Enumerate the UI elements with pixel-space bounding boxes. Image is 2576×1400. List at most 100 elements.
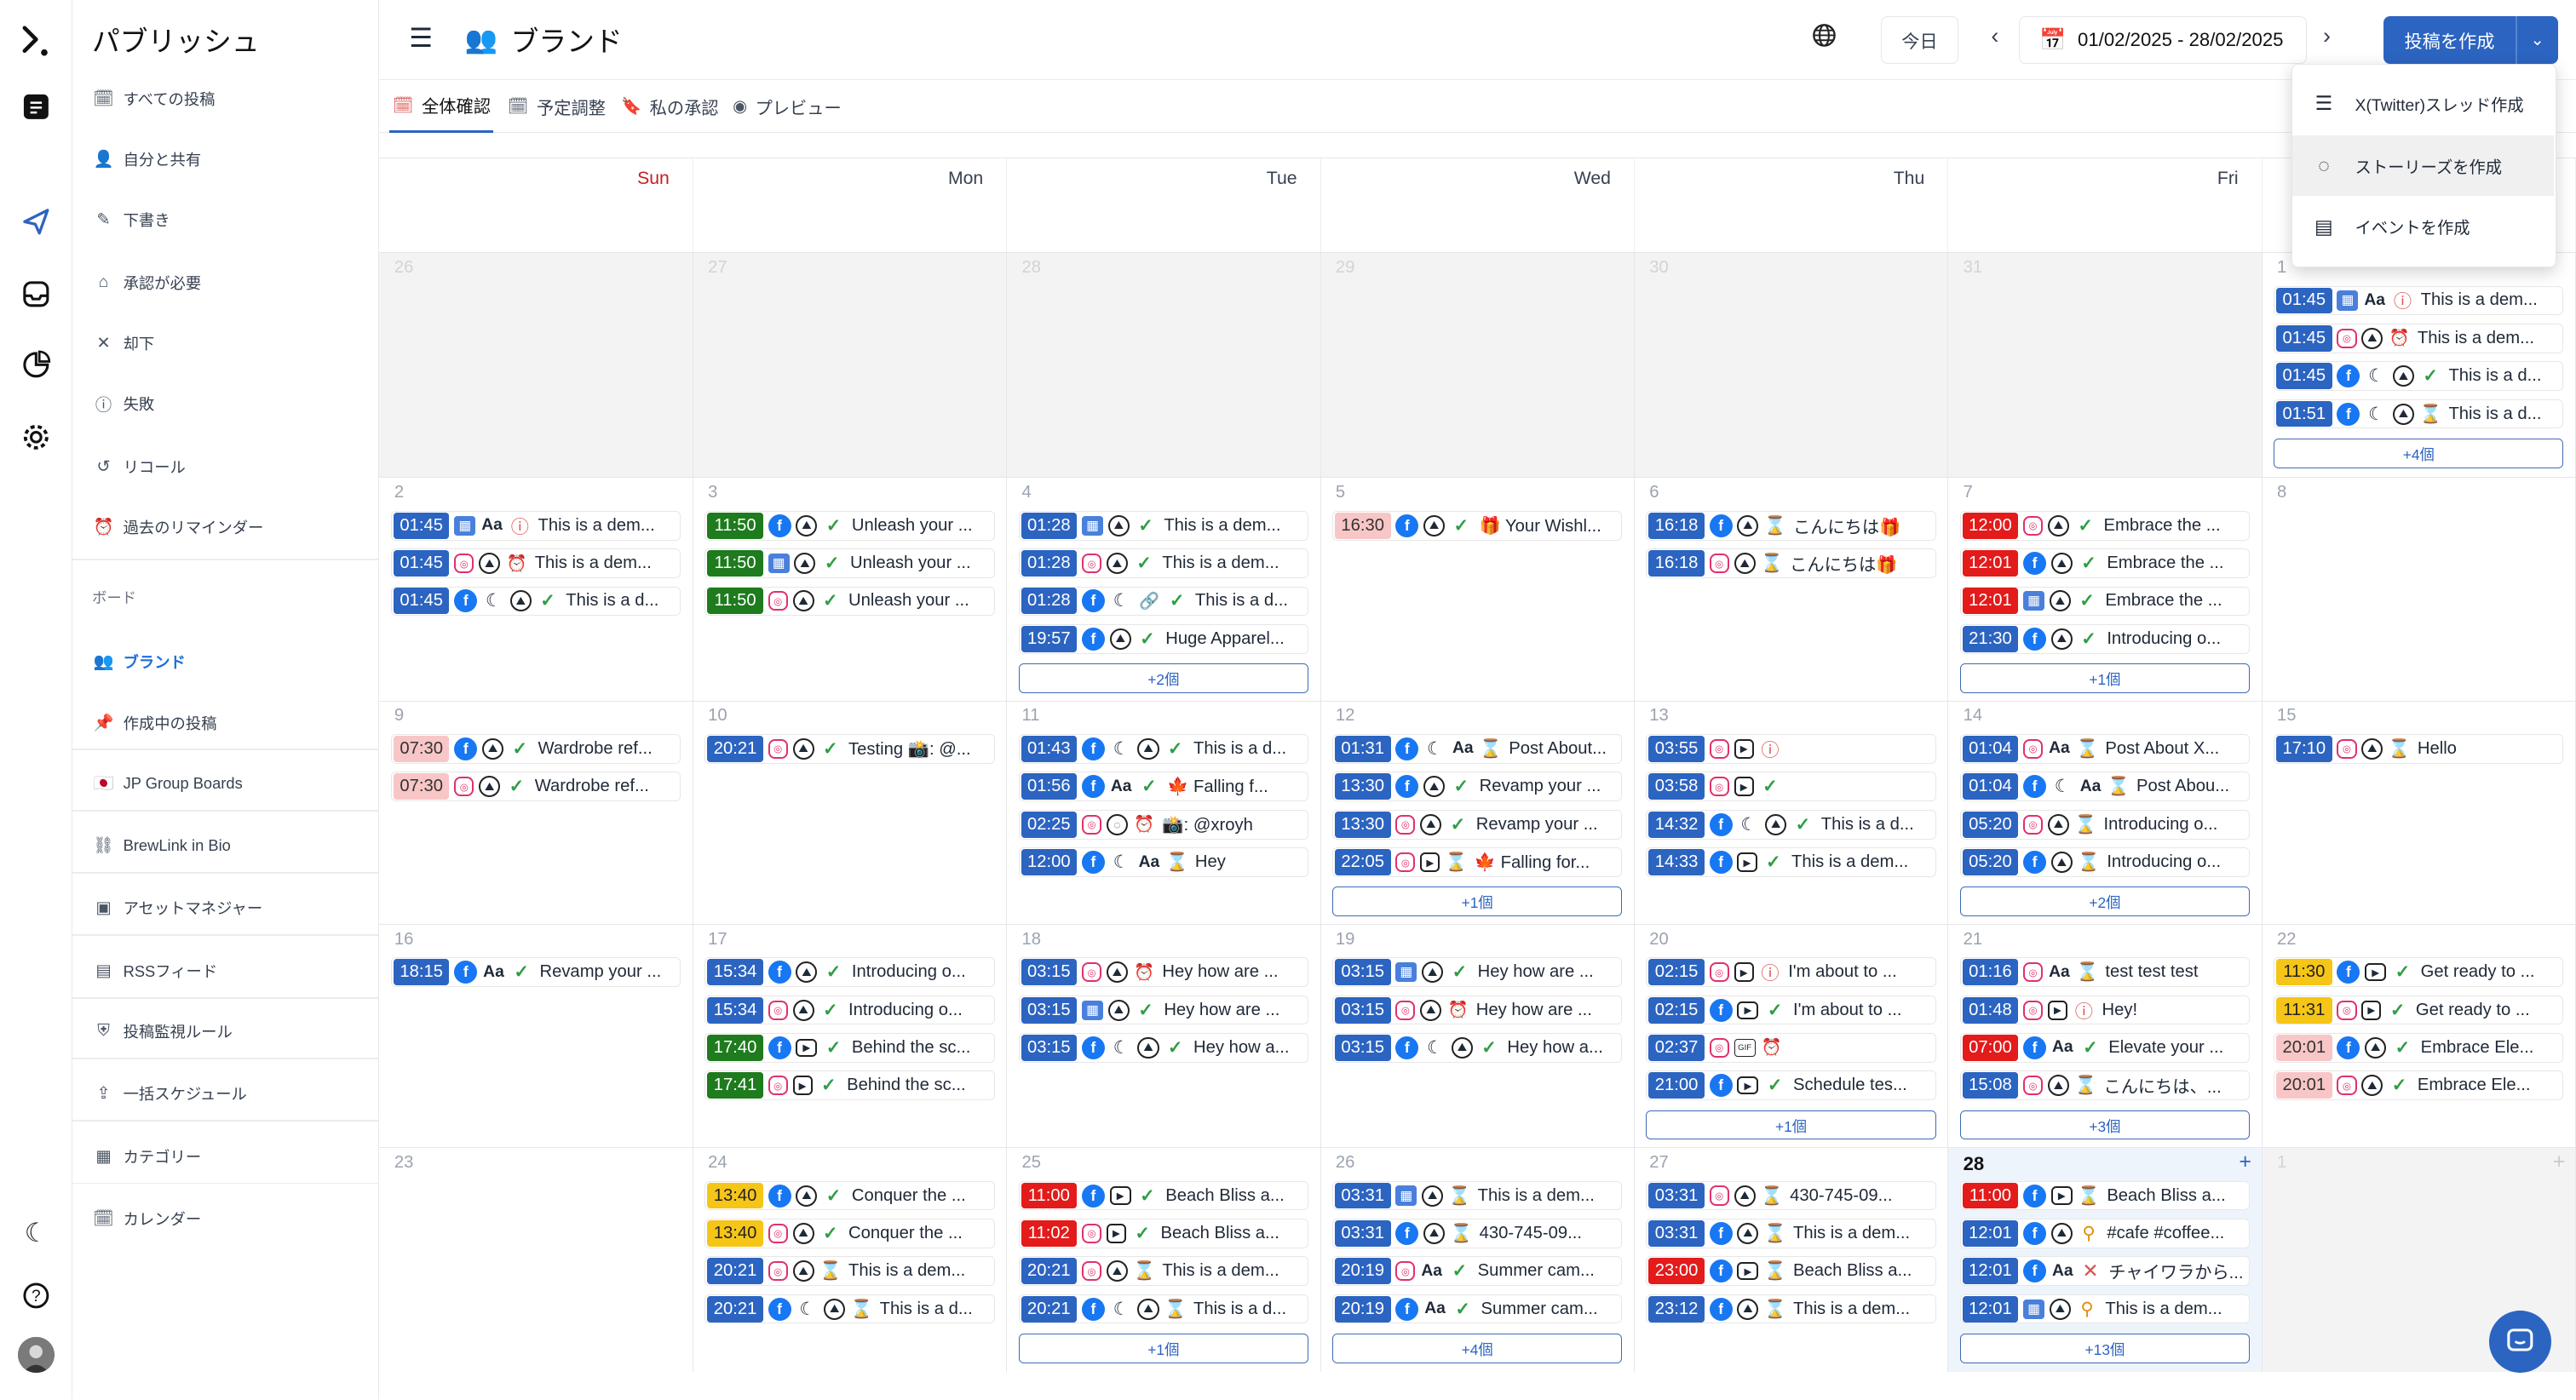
post-item[interactable]: 11:30 f ▶ ✓ Get ready to ...: [2274, 957, 2564, 988]
post-item[interactable]: 01:45 f ☾ ⛰ ✓ This is a d...: [390, 586, 681, 617]
post-item[interactable]: 11:02 ◎ ▶ ✓ Beach Bliss a...: [1018, 1219, 1309, 1248]
post-item[interactable]: 13:40 f ⛰ ✓ Conquer the ...: [704, 1180, 995, 1211]
post-item[interactable]: 11:00 f ▶ ⌛ Beach Bliss a...: [1959, 1180, 2251, 1211]
more-posts-button[interactable]: +4個: [2274, 438, 2564, 468]
sidebar-item[interactable]: ⌂ 承認が必要: [92, 269, 202, 295]
post-item[interactable]: 07:30 f ⛰ ✓ Wardrobe ref...: [390, 734, 681, 764]
tab-3[interactable]: ◉ プレビュー: [729, 80, 844, 133]
post-item[interactable]: 02:15 f ▶ ✓ I'm about to ...: [1646, 995, 1936, 1025]
day-cell[interactable]: 16 18:15 f Aa ✓ Revamp your ...: [379, 923, 693, 1150]
post-item[interactable]: 03:15 ◎ ⛰ ⏰ Hey how are ...: [1018, 957, 1309, 988]
sidebar-board-item[interactable]: ▦ カテゴリー: [92, 1143, 201, 1169]
day-cell[interactable]: 6 16:18 f ⛰ ⌛ こんにちは🎁 16:18 ◎ ⛰ ⌛ こんにちは🎁: [1634, 477, 1949, 703]
sidebar-board-item[interactable]: 📌 作成中の投稿: [92, 709, 216, 736]
sidebar-board-item[interactable]: 🇯🇵 JP Group Boards: [92, 770, 242, 796]
day-cell[interactable]: 14 01:04 ◎ Aa ⌛ Post About X... 01:04 f ☾ Aa ⌛ Post…: [1948, 700, 2263, 926]
post-item[interactable]: 03:31 ▦ ⛰ ⌛ This is a dem...: [1332, 1180, 1623, 1211]
logo-icon[interactable]: [18, 23, 54, 59]
post-item[interactable]: 03:15 f ☾ ⛰ ✓ Hey how a...: [1018, 1033, 1309, 1063]
post-item[interactable]: 07:00 f Aa ✓ Elevate your ...: [1959, 1033, 2251, 1063]
inbox-icon[interactable]: [18, 276, 54, 312]
post-item[interactable]: 15:34 ◎ ⛰ ✓ Introducing o...: [704, 995, 995, 1025]
post-item[interactable]: 13:40 ◎ ⛰ ✓ Conquer the ...: [704, 1219, 995, 1248]
day-cell[interactable]: 1 01:45 ▦ Aa ⓘ This is a dem... 01:45 ◎ ⛰ ⏰ This i…: [2262, 252, 2576, 478]
post-item[interactable]: 11:31 ◎ ▶ ✓ Get ready to ...: [2274, 995, 2564, 1025]
more-posts-button[interactable]: +1個: [1646, 1110, 1936, 1140]
sidebar-board-item[interactable]: ⛓ BrewLink in Bio: [92, 833, 231, 859]
post-item[interactable]: 12:00 f ☾ Aa ⌛ Hey: [1018, 847, 1309, 877]
tab-1[interactable]: 🗓 予定調整: [504, 80, 606, 133]
more-posts-button[interactable]: +2個: [1959, 886, 2251, 917]
sidebar-item[interactable]: ⏰ 過去のリマインダー: [92, 514, 263, 541]
post-item[interactable]: 01:04 f ☾ Aa ⌛ Post Abou...: [1959, 772, 2251, 802]
post-item[interactable]: 16:18 ◎ ⛰ ⌛ こんにちは🎁: [1646, 548, 1936, 578]
sidebar-board-item[interactable]: 👥 ブランド: [92, 649, 185, 675]
post-item[interactable]: 16:30 f ⛰ ✓ 🎁 Your Wishl...: [1332, 510, 1623, 541]
post-item[interactable]: 03:15 ▦ ⛰ ✓ Hey how are ...: [1018, 995, 1309, 1025]
post-item[interactable]: 11:50 ◎ ⛰ ✓ Unleash your ...: [704, 586, 995, 617]
day-cell[interactable]: 30: [1634, 252, 1949, 478]
post-item[interactable]: 12:01 f ⛰ ⚲ #cafe #coffee...: [1959, 1219, 2251, 1248]
post-item[interactable]: 03:15 ◎ ⛰ ⏰ Hey how are ...: [1332, 995, 1623, 1025]
post-item[interactable]: 20:21 ◎ ⛰ ⌛ This is a dem...: [1018, 1256, 1309, 1287]
post-item[interactable]: 15:34 f ⛰ ✓ Introducing o...: [704, 957, 995, 988]
post-item[interactable]: 14:33 f ▶ ✓ This is a dem...: [1646, 847, 1936, 877]
post-item[interactable]: 21:30 f ⛰ ✓ Introducing o...: [1959, 623, 2251, 654]
today-button[interactable]: 今日: [1881, 16, 1958, 65]
post-item[interactable]: 01:48 ◎ ▶ ⓘ Hey!: [1959, 995, 2251, 1025]
post-item[interactable]: 03:15 ▦ ⛰ ✓ Hey how are ...: [1332, 957, 1623, 988]
day-cell[interactable]: 7 12:00 ◎ ⛰ ✓ Embrace the ... 12:01 f ⛰ ✓ Embrace …: [1948, 477, 2263, 703]
day-cell[interactable]: 25 11:00 f ▶ ✓ Beach Bliss a... 11:02 ◎ ▶ ✓ Beach …: [1007, 1147, 1321, 1373]
day-cell[interactable]: 17 15:34 f ⛰ ✓ Introducing o... 15:34 ◎ ⛰ ✓ Introd…: [693, 923, 1008, 1150]
sidebar-item[interactable]: ✎ 下書き: [92, 207, 170, 233]
post-item[interactable]: 01:51 f ☾ ⛰ ⌛ This is a d...: [2274, 399, 2564, 429]
more-posts-button[interactable]: +13個: [1959, 1334, 2251, 1363]
day-cell[interactable]: 27 03:31 ◎ ⛰ ⌛ 430-745-09... 03:31 f ⛰ ⌛ This is a…: [1634, 1147, 1949, 1373]
day-cell[interactable]: 5 16:30 f ⛰ ✓ 🎁 Your Wishl...: [1320, 477, 1635, 703]
analytics-pie-icon[interactable]: [18, 347, 54, 382]
date-range-picker[interactable]: 📅 01/02/2025 - 28/02/2025: [2019, 16, 2307, 65]
post-item[interactable]: 02:15 ◎ ▶ ⓘ I'm about to ...: [1646, 957, 1936, 988]
post-item[interactable]: 12:01 f Aa ✕ チャイワラから...: [1959, 1256, 2251, 1287]
post-item[interactable]: 01:16 ◎ Aa ⌛ test test test: [1959, 957, 2251, 988]
post-item[interactable]: 23:00 f ▶ ⌛ Beach Bliss a...: [1646, 1256, 1936, 1287]
next-arrow-icon[interactable]: ›: [2322, 22, 2331, 49]
day-cell[interactable]: 4 01:28 ▦ ⛰ ✓ This is a dem... 01:28 ◎ ⛰ ✓ This is…: [1007, 477, 1321, 703]
post-item[interactable]: 01:43 f ☾ ⛰ ✓ This is a d...: [1018, 734, 1309, 764]
gear-icon[interactable]: [18, 419, 54, 455]
post-item[interactable]: 03:31 f ⛰ ⌛ This is a dem...: [1646, 1219, 1936, 1248]
day-cell[interactable]: 12 01:31 f ☾ Aa ⌛ Post About... 13:30 f ⛰ ✓ Revamp …: [1320, 700, 1635, 926]
sidebar-board-item[interactable]: ▤ RSSフィード: [92, 957, 217, 984]
day-cell[interactable]: 22 11:30 f ▶ ✓ Get ready to ... 11:31 ◎ ▶ ✓ Get re…: [2262, 923, 2576, 1150]
post-item[interactable]: 13:30 ◎ ⛰ ✓ Revamp your ...: [1332, 809, 1623, 840]
post-item[interactable]: 17:40 f ▶ ✓ Behind the sc...: [704, 1033, 995, 1063]
more-posts-button[interactable]: +2個: [1018, 663, 1309, 693]
day-cell[interactable]: 13 03:55 ◎ ▶ ⓘ 03:58 ◎ ▶ ✓ 14:32 f ☾ ⛰ ✓ This is a d..…: [1634, 700, 1949, 926]
post-item[interactable]: 01:45 ▦ Aa ⓘ This is a dem...: [2274, 285, 2564, 316]
day-cell[interactable]: 28: [1007, 252, 1321, 478]
sidebar-item[interactable]: ✕ 却下: [92, 330, 154, 357]
post-item[interactable]: 01:28 f ☾ 🔗 ✓ This is a d...: [1018, 586, 1309, 617]
sidebar-board-item[interactable]: ▣ アセットマネジャー: [92, 895, 262, 921]
menu-item-event[interactable]: ▤ イベントを作成: [2292, 196, 2554, 256]
post-item[interactable]: 12:01 ▦ ⛰ ⚲ This is a dem...: [1959, 1294, 2251, 1324]
post-item[interactable]: 02:37 ◎ GIF ⏰: [1646, 1033, 1936, 1063]
sidebar-item[interactable]: 🗓 すべての投稿: [92, 85, 215, 112]
sidebar-item[interactable]: 👤 自分と共有: [92, 146, 201, 173]
day-cell[interactable]: 26: [379, 252, 693, 478]
sidebar-board-item[interactable]: ⇪ 一括スケジュール: [92, 1081, 246, 1107]
post-item[interactable]: 20:19 f Aa ✓ Summer cam...: [1332, 1294, 1623, 1324]
sidebar-board-item[interactable]: 🗓 カレンダー: [92, 1206, 201, 1232]
sidebar-item[interactable]: ↺ リコール: [92, 453, 185, 479]
create-post-label[interactable]: 投稿を作成: [2404, 32, 2495, 52]
post-item[interactable]: 20:21 ◎ ⛰ ⌛ This is a dem...: [704, 1256, 995, 1287]
day-cell[interactable]: 23: [379, 1147, 693, 1373]
post-item[interactable]: 18:15 f Aa ✓ Revamp your ...: [390, 957, 681, 988]
dark-mode-moon-icon[interactable]: ☾: [24, 1218, 49, 1248]
create-post-button[interactable]: 投稿を作成 ⌄: [2383, 16, 2558, 65]
post-item[interactable]: 20:21 ◎ ⛰ ✓ Testing 📸: @...: [704, 734, 995, 764]
chat-support-button[interactable]: [2488, 1310, 2552, 1374]
day-cell[interactable]: 21 01:16 ◎ Aa ⌛ test test test 01:48 ◎ ▶ ⓘ Hey! 07:…: [1948, 923, 2263, 1150]
more-posts-button[interactable]: +1個: [1332, 886, 1623, 917]
post-item[interactable]: 01:56 f Aa ✓ 🍁 Falling f...: [1018, 772, 1309, 802]
